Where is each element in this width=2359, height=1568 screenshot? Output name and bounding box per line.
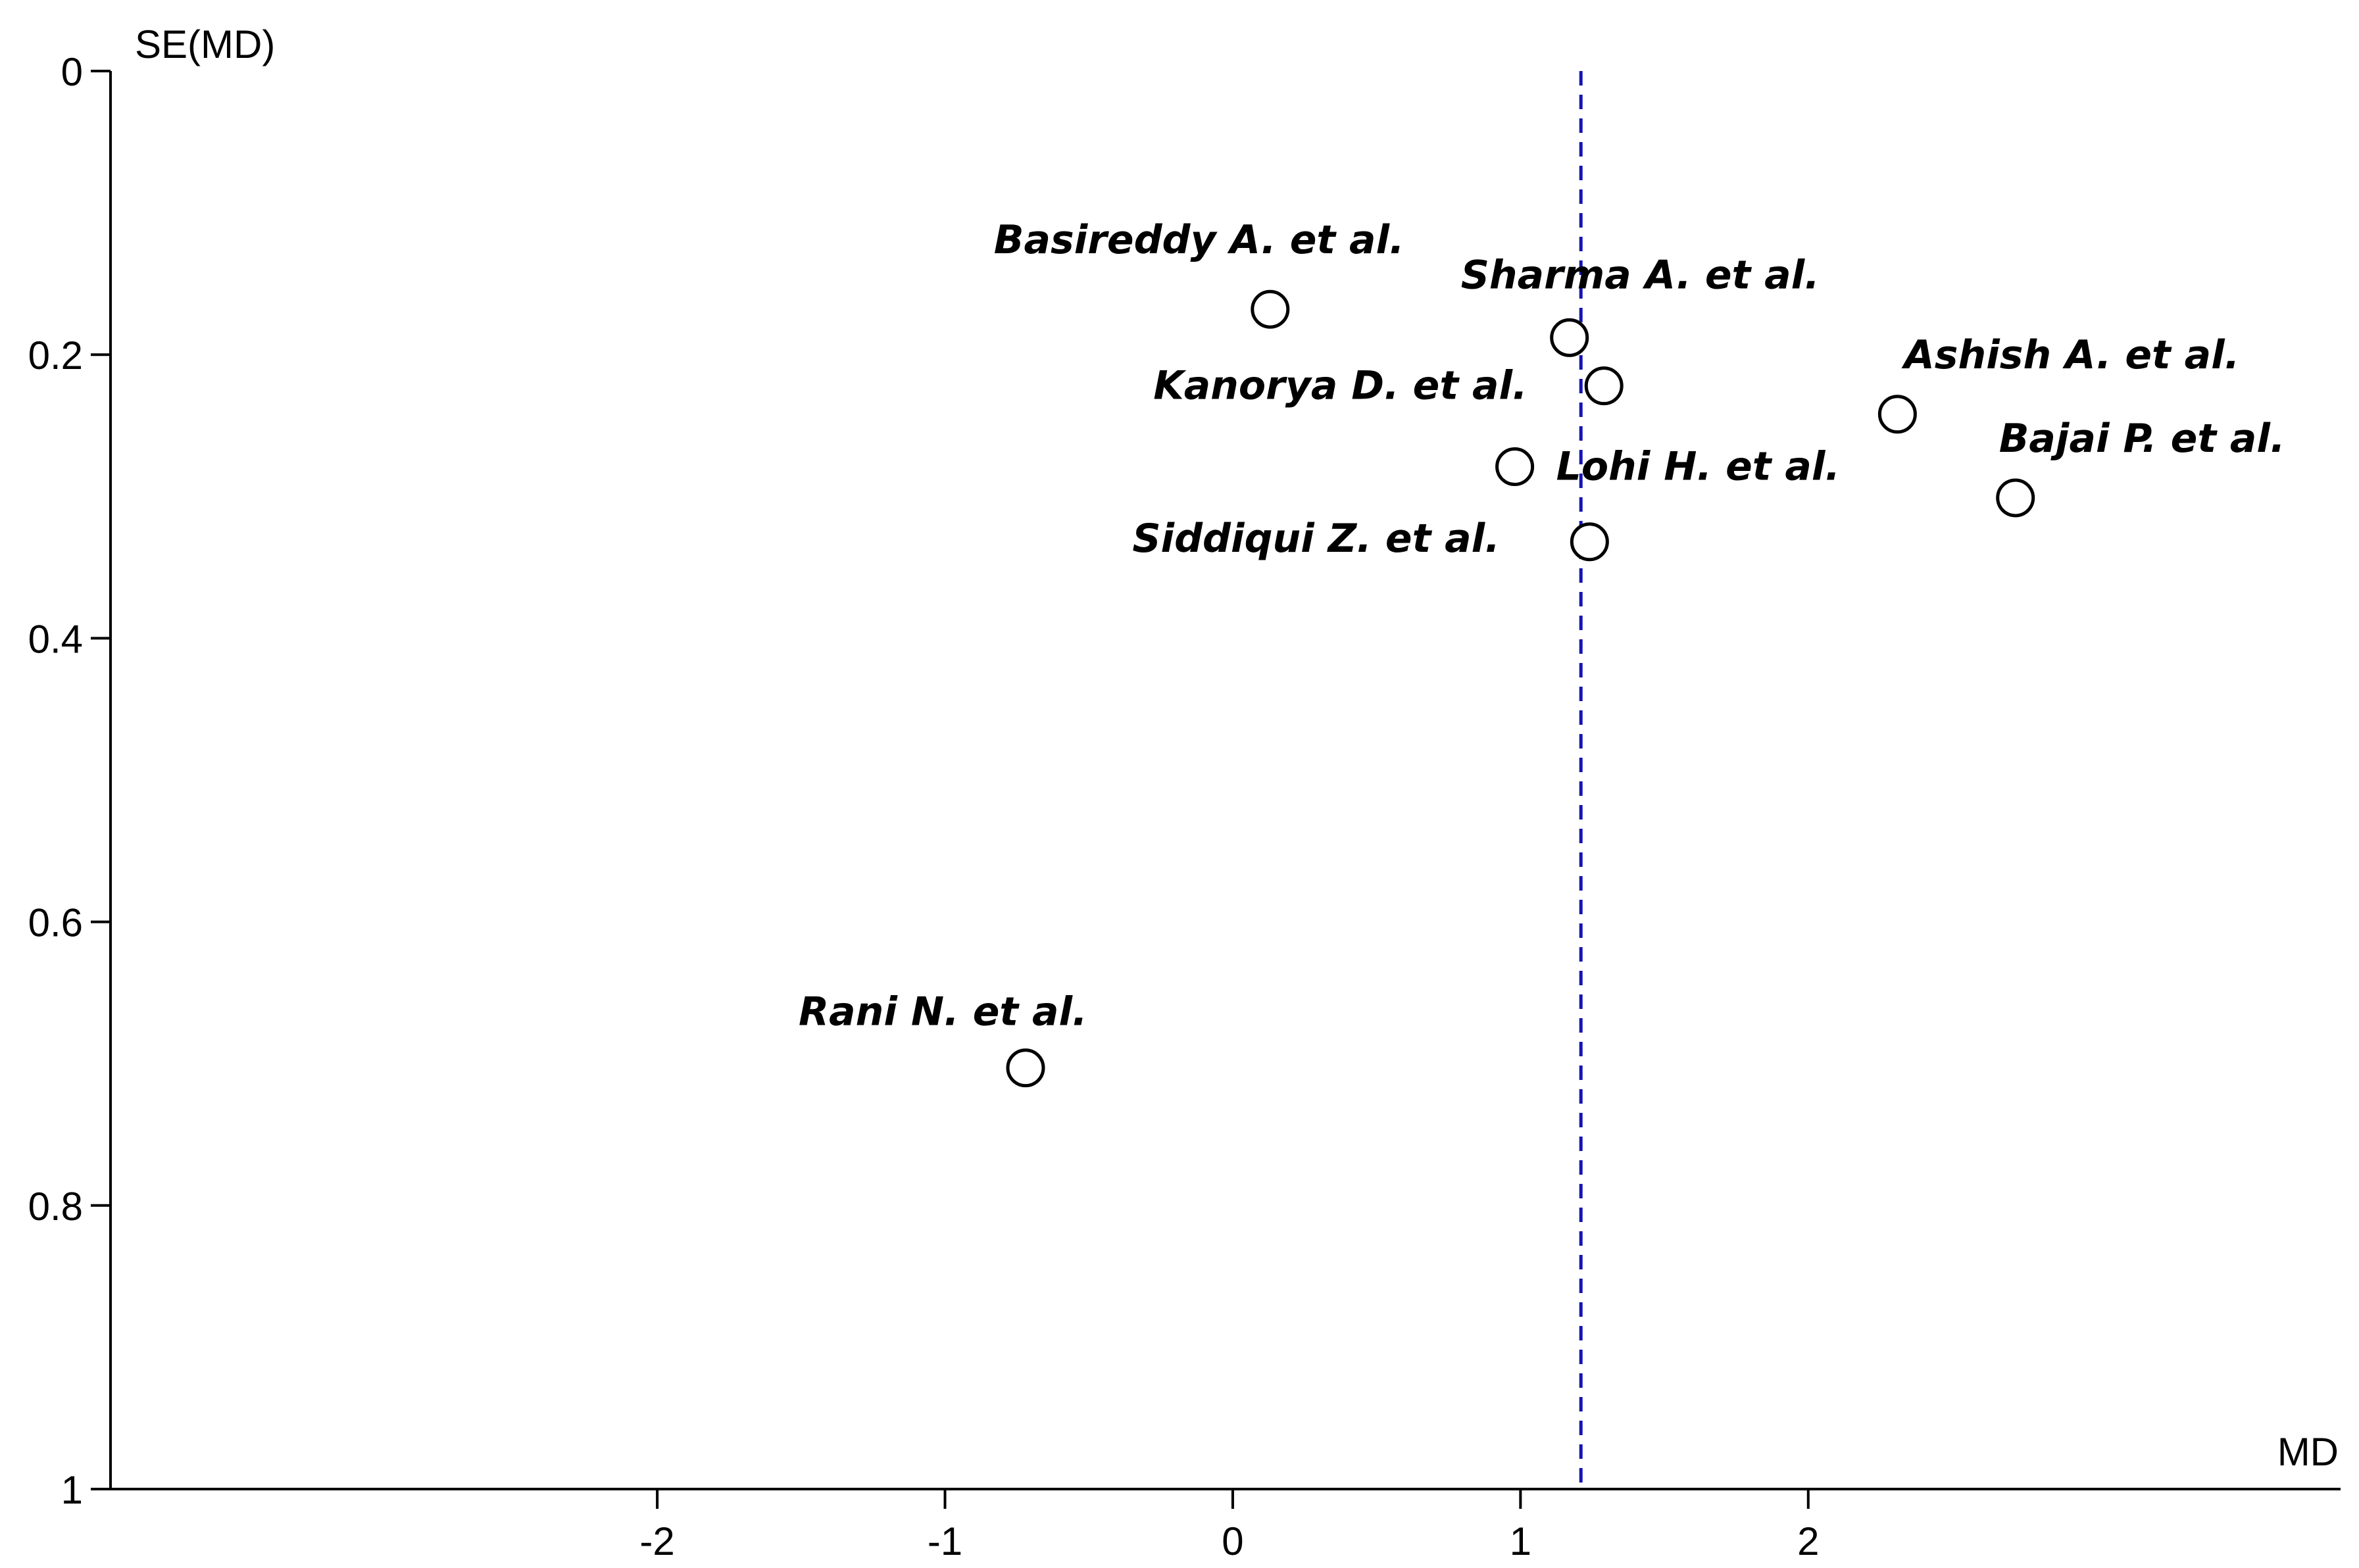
study-label: Lohi H. et al. [1556, 444, 1841, 490]
x-tick-label: 0 [1222, 1519, 1243, 1563]
axes [109, 71, 2341, 1490]
study-label: Kanorya D. et al. [1153, 363, 1527, 409]
study-point [1006, 1048, 1045, 1088]
study-labels: Basireddy A. et al. Sharma A. et al. Kanor… [799, 217, 2285, 1035]
x-tick-label: 1 [1510, 1519, 1531, 1563]
y-tick-label: 0.8 [28, 1185, 83, 1229]
y-tick-label: 0.4 [28, 617, 83, 661]
study-label: Rani N. et al. [799, 989, 1087, 1035]
study-point [1877, 395, 1917, 434]
x-tick-label: -2 [639, 1519, 674, 1563]
study-point [1251, 289, 1290, 329]
study-label: Basireddy A. et al. [994, 217, 1404, 263]
y-axis-title: SE(MD) [135, 22, 275, 66]
study-label: Ashish A. et al. [1901, 332, 2239, 378]
study-point [1570, 522, 1609, 562]
study-point [1550, 318, 1589, 357]
y-tick-label: 0.2 [28, 333, 83, 378]
study-point [1996, 478, 2035, 518]
y-tick-label: 0.6 [28, 901, 83, 945]
x-tick-label: -1 [928, 1519, 962, 1563]
study-label: Siddiqui Z. et al. [1132, 516, 1500, 562]
x-ticks: -2 -1 0 1 2 [639, 1489, 1819, 1563]
study-points [1006, 289, 2035, 1088]
study-label: Sharma A. et al. [1461, 252, 1820, 298]
y-ticks: 0 0.2 0.4 0.6 0.8 1 [28, 50, 111, 1512]
x-axis-title: MD [2277, 1430, 2339, 1474]
y-tick-label: 0 [61, 50, 83, 94]
y-tick-label: 1 [61, 1468, 83, 1512]
study-point [1584, 366, 1624, 406]
study-label: Bajai P. et al. [1999, 416, 2285, 462]
study-point [1495, 447, 1535, 487]
x-tick-label: 2 [1797, 1519, 1819, 1563]
